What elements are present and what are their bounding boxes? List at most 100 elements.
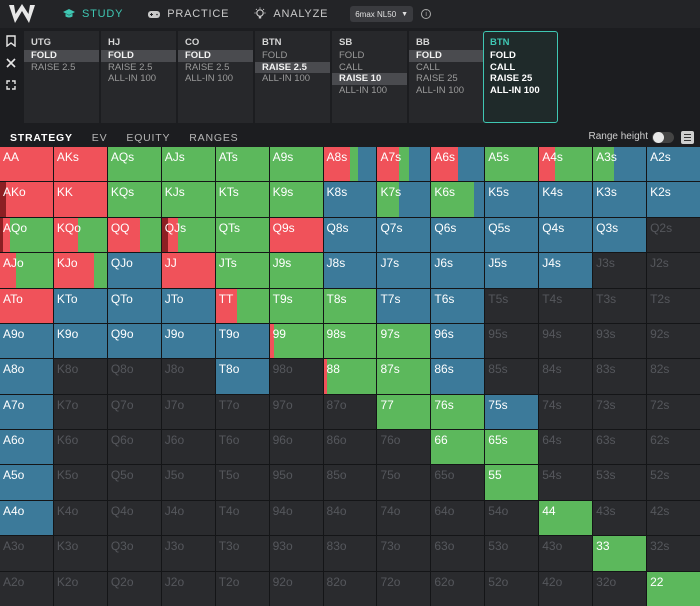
hand-cell-65o[interactable]: 65o [431, 465, 485, 500]
hand-cell-75o[interactable]: 75o [377, 465, 431, 500]
action-option[interactable]: RAISE 2.5 [31, 61, 76, 73]
hand-cell-66[interactable]: 66 [431, 430, 485, 465]
hand-cell-Q5s[interactable]: Q5s [485, 217, 539, 253]
hand-cell-Q8o[interactable]: Q8o [107, 359, 161, 394]
hand-cell-A6s[interactable]: A6s [431, 147, 485, 182]
hand-cell-87o[interactable]: 87o [323, 394, 377, 430]
hand-cell-K4s[interactable]: K4s [539, 182, 593, 217]
hand-cell-K9s[interactable]: K9s [269, 182, 323, 217]
hand-cell-KK[interactable]: KK [53, 182, 107, 217]
action-option[interactable]: RAISE 25 [490, 73, 533, 84]
position-panel-hj[interactable]: HJ FOLD RAISE 2.5 ALL-IN 100 [101, 31, 176, 123]
nav-analyze[interactable]: ANALYZE [253, 7, 328, 20]
hand-cell-J7s[interactable]: J7s [377, 253, 431, 288]
hand-cell-A8o[interactable]: A8o [0, 359, 53, 394]
nav-practice[interactable]: PRACTICE [147, 8, 229, 20]
hand-cell-A3s[interactable]: A3s [593, 147, 647, 182]
hand-cell-74s[interactable]: 74s [539, 394, 593, 430]
tab-equity[interactable]: EQUITY [126, 131, 171, 144]
hand-cell-84s[interactable]: 84s [539, 359, 593, 394]
hand-cell-KTo[interactable]: KTo [53, 288, 107, 323]
position-panel-btn-current[interactable]: BTN FOLD CALL RAISE 25 ALL-IN 100 [483, 31, 558, 123]
expand-icon[interactable] [0, 74, 22, 96]
hand-cell-Q4o[interactable]: Q4o [107, 500, 161, 536]
hand-cell-84o[interactable]: 84o [323, 500, 377, 536]
hand-cell-J4o[interactable]: J4o [161, 500, 215, 536]
hand-cell-Q2o[interactable]: Q2o [107, 571, 161, 606]
hand-cell-22[interactable]: 22 [647, 571, 700, 606]
action-option[interactable]: RAISE 10 [332, 73, 407, 85]
hand-cell-52s[interactable]: 52s [647, 465, 700, 500]
hand-cell-J3o[interactable]: J3o [161, 536, 215, 571]
hand-cell-73o[interactable]: 73o [377, 536, 431, 571]
hand-cell-75s[interactable]: 75s [485, 394, 539, 430]
hand-cell-Q9o[interactable]: Q9o [107, 323, 161, 359]
hand-cell-J5o[interactable]: J5o [161, 465, 215, 500]
hand-cell-93s[interactable]: 93s [593, 323, 647, 359]
position-panel-utg[interactable]: UTG FOLD RAISE 2.5 [24, 31, 99, 123]
hand-cell-KQs[interactable]: KQs [107, 182, 161, 217]
hand-cell-AQo[interactable]: AQo [0, 217, 53, 253]
hand-cell-T4s[interactable]: T4s [539, 288, 593, 323]
hand-cell-87s[interactable]: 87s [377, 359, 431, 394]
hand-cell-J8s[interactable]: J8s [323, 253, 377, 288]
hand-cell-82o[interactable]: 82o [323, 571, 377, 606]
action-option[interactable]: CALL [490, 61, 516, 73]
close-icon[interactable] [0, 52, 22, 74]
hand-cell-J7o[interactable]: J7o [161, 394, 215, 430]
hand-cell-K3o[interactable]: K3o [53, 536, 107, 571]
hand-cell-Q2s[interactable]: Q2s [647, 217, 700, 253]
hand-cell-T8s[interactable]: T8s [323, 288, 377, 323]
hand-cell-K9o[interactable]: K9o [53, 323, 107, 359]
hand-cell-97s[interactable]: 97s [377, 323, 431, 359]
hand-cell-K8s[interactable]: K8s [323, 182, 377, 217]
hand-cell-Q7o[interactable]: Q7o [107, 394, 161, 430]
hand-cell-A7o[interactable]: A7o [0, 394, 53, 430]
hand-cell-QJs[interactable]: QJs [161, 217, 215, 253]
hand-cell-AKo[interactable]: AKo [0, 182, 53, 217]
hand-cell-AQs[interactable]: AQs [107, 147, 161, 182]
logo-icon[interactable] [8, 0, 38, 28]
hand-cell-A7s[interactable]: A7s [377, 147, 431, 182]
hand-cell-93o[interactable]: 93o [269, 536, 323, 571]
hand-cell-KQo[interactable]: KQo [53, 217, 107, 253]
hand-cell-96s[interactable]: 96s [431, 323, 485, 359]
action-option[interactable]: FOLD [409, 50, 484, 62]
hand-cell-Q8s[interactable]: Q8s [323, 217, 377, 253]
hand-cell-55[interactable]: 55 [485, 465, 539, 500]
hand-cell-KTs[interactable]: KTs [215, 182, 269, 217]
hand-cell-T9s[interactable]: T9s [269, 288, 323, 323]
hand-cell-TT[interactable]: TT [215, 288, 269, 323]
hand-cell-52o[interactable]: 52o [485, 571, 539, 606]
hand-cell-43o[interactable]: 43o [539, 536, 593, 571]
hand-cell-85s[interactable]: 85s [485, 359, 539, 394]
hand-cell-T5s[interactable]: T5s [485, 288, 539, 323]
action-option[interactable]: FOLD [24, 50, 99, 62]
hand-cell-32s[interactable]: 32s [647, 536, 700, 571]
hand-cell-86s[interactable]: 86s [431, 359, 485, 394]
action-option[interactable]: ALL-IN 100 [108, 73, 157, 84]
hand-cell-KJs[interactable]: KJs [161, 182, 215, 217]
hand-cell-86o[interactable]: 86o [323, 430, 377, 465]
hand-cell-K3s[interactable]: K3s [593, 182, 647, 217]
hand-cell-AJs[interactable]: AJs [161, 147, 215, 182]
action-option[interactable]: RAISE 2.5 [108, 61, 153, 73]
hand-cell-AJo[interactable]: AJo [0, 253, 53, 288]
position-panel-co[interactable]: CO FOLD RAISE 2.5 ALL-IN 100 [178, 31, 253, 123]
hand-cell-A9o[interactable]: A9o [0, 323, 53, 359]
hand-cell-A2s[interactable]: A2s [647, 147, 700, 182]
hand-cell-T7s[interactable]: T7s [377, 288, 431, 323]
position-panel-bb[interactable]: BB FOLD CALL RAISE 25 ALL-IN 100 [409, 31, 484, 123]
hand-cell-J9s[interactable]: J9s [269, 253, 323, 288]
hand-cell-K7o[interactable]: K7o [53, 394, 107, 430]
hand-cell-QJo[interactable]: QJo [107, 253, 161, 288]
hand-cell-T3s[interactable]: T3s [593, 288, 647, 323]
hand-cell-JTo[interactable]: JTo [161, 288, 215, 323]
hand-cell-Q3o[interactable]: Q3o [107, 536, 161, 571]
tab-strategy[interactable]: STRATEGY [10, 131, 73, 144]
hand-cell-JJ[interactable]: JJ [161, 253, 215, 288]
hand-cell-ATo[interactable]: ATo [0, 288, 53, 323]
position-panel-sb[interactable]: SB FOLD CALL RAISE 10 ALL-IN 100 [332, 31, 407, 123]
hand-cell-43s[interactable]: 43s [593, 500, 647, 536]
hand-cell-99[interactable]: 99 [269, 323, 323, 359]
